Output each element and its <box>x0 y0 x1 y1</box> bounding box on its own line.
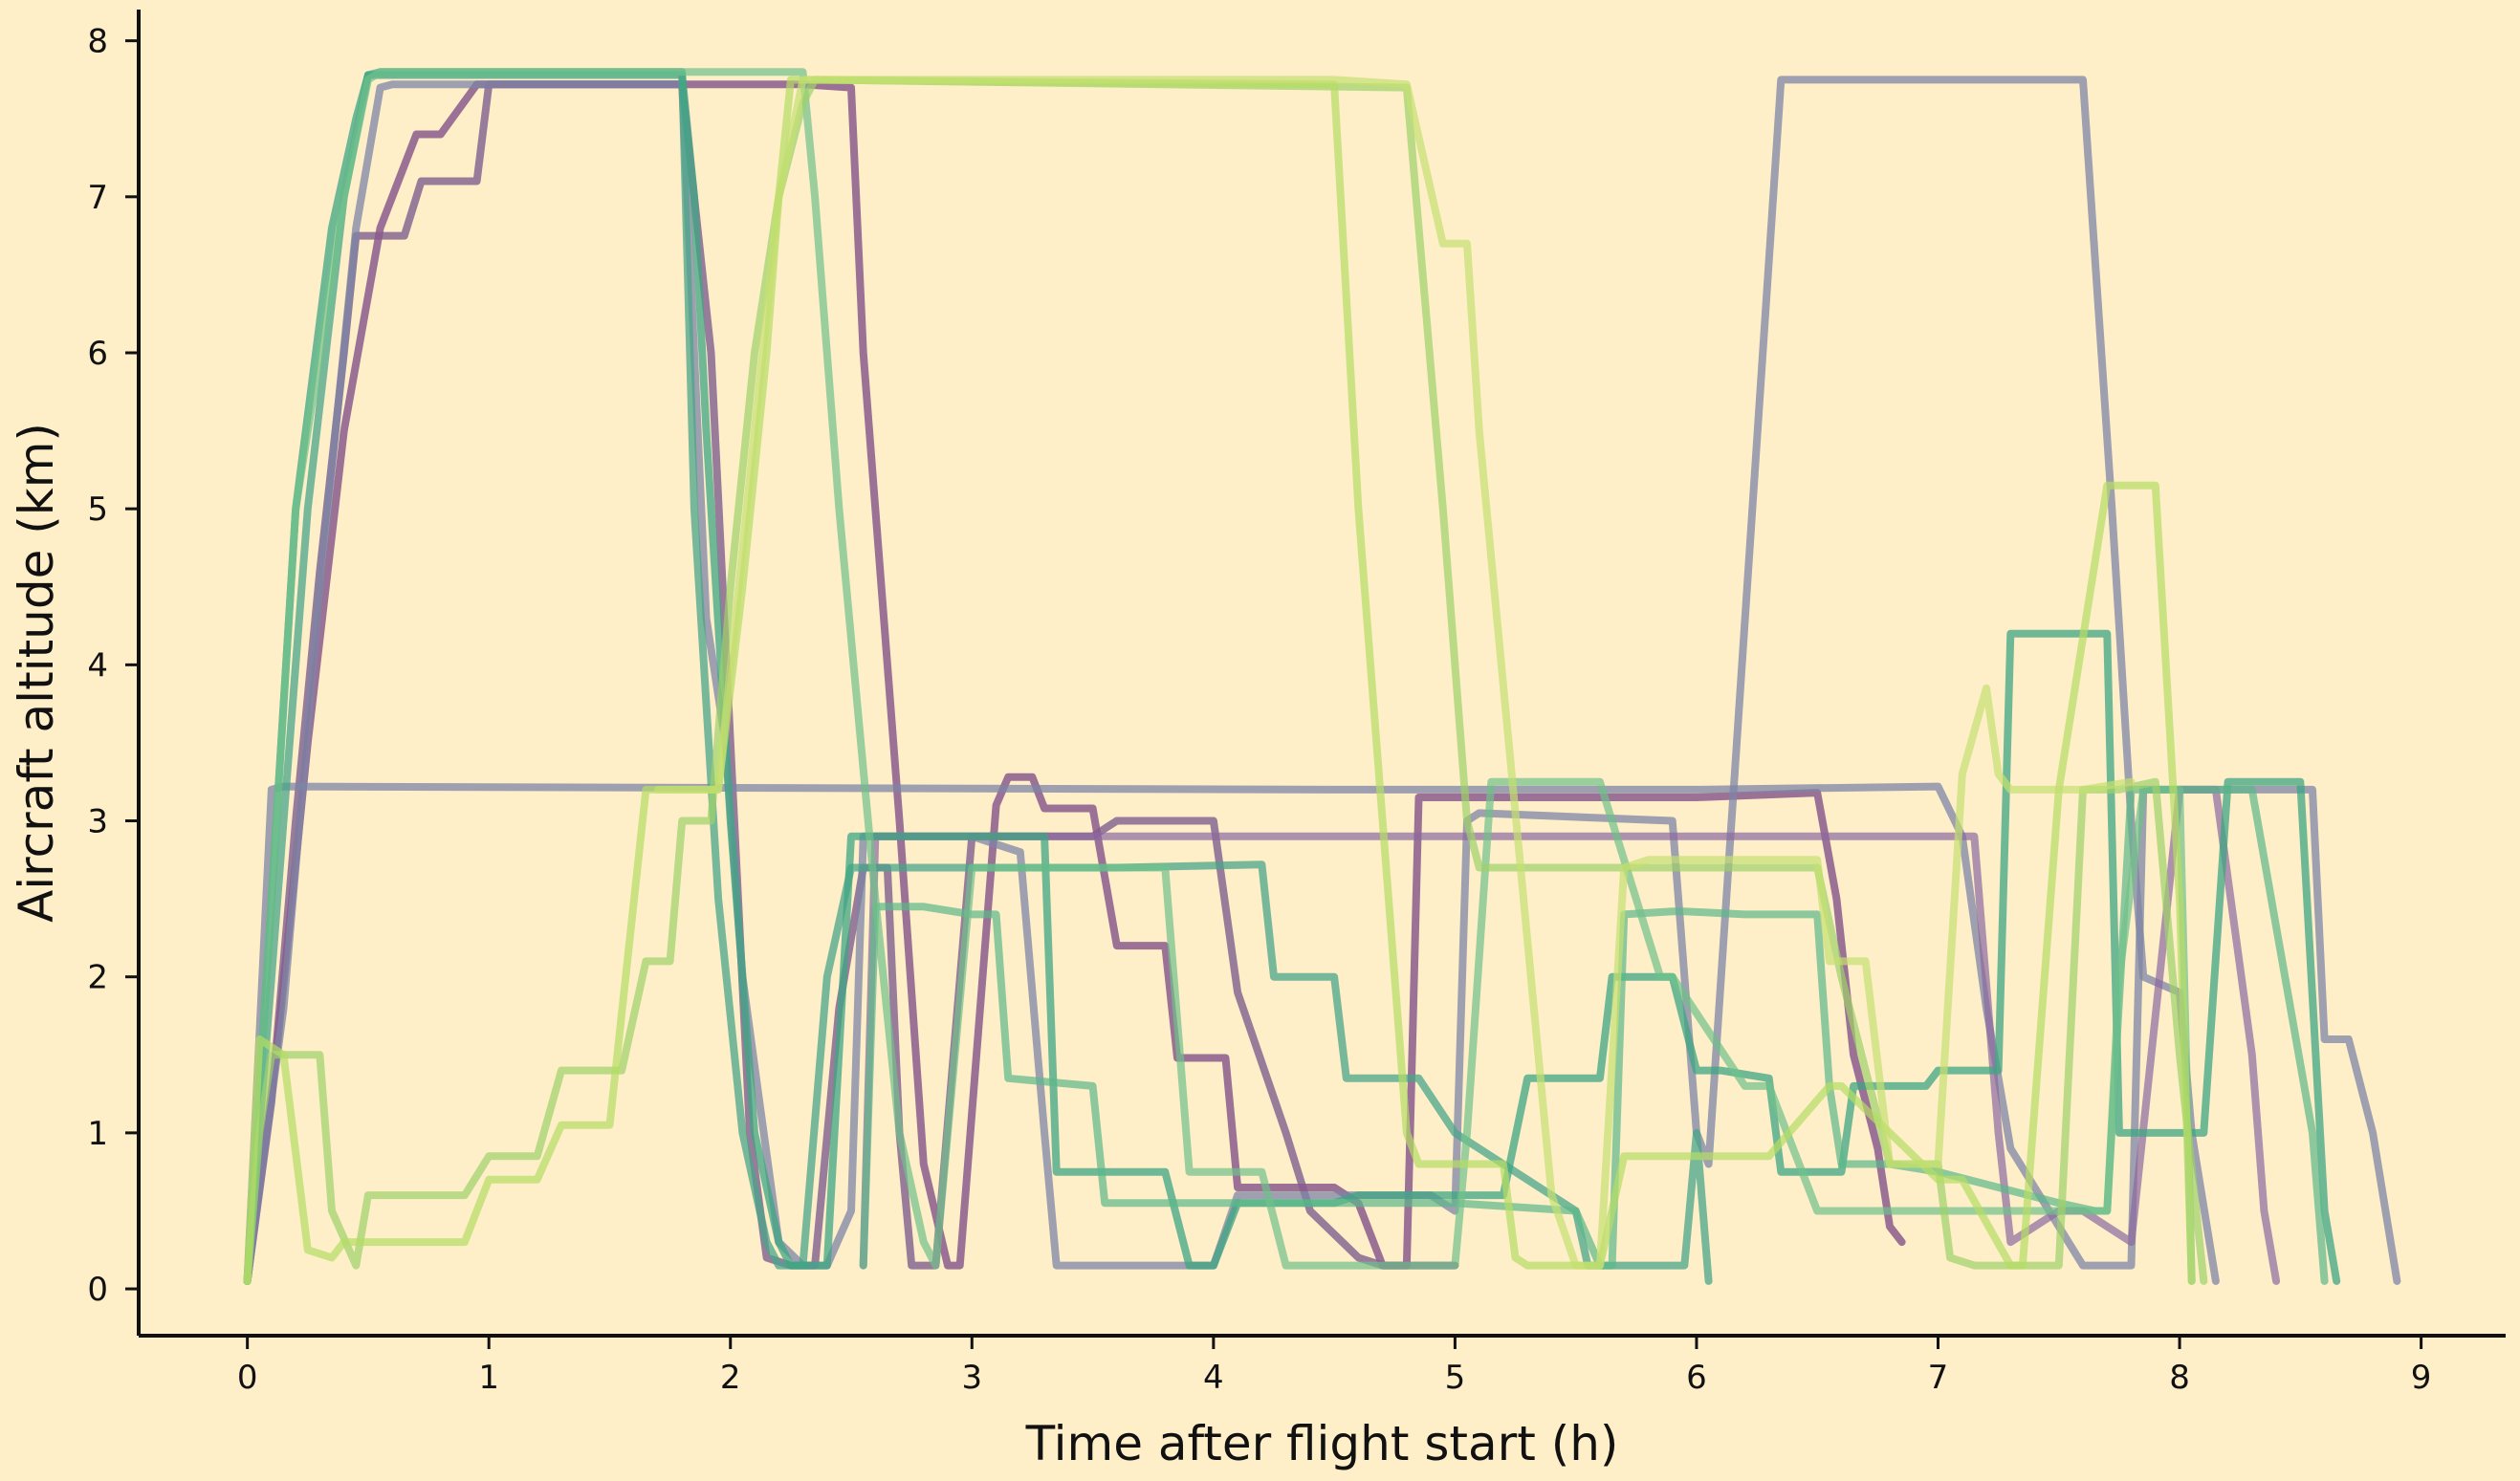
series-layer <box>243 68 2401 1285</box>
x-tick-label: 1 <box>478 1359 499 1397</box>
flight-altitude-line-4 <box>243 782 2401 1285</box>
x-tick-label: 7 <box>1928 1359 1949 1397</box>
y-tick-label: 0 <box>87 1271 108 1309</box>
y-axis-ticks: 0 1 2 3 4 5 6 7 8 <box>87 23 139 1309</box>
y-tick-label: 1 <box>87 1115 108 1153</box>
y-tick-label: 3 <box>87 803 108 841</box>
y-tick-label: 4 <box>87 646 108 685</box>
flight-altitude-line-9 <box>243 68 2196 1285</box>
flight-altitude-line-7 <box>243 71 2341 1285</box>
x-tick-label: 9 <box>2411 1359 2432 1397</box>
x-tick-label: 3 <box>961 1359 982 1397</box>
y-tick-label: 2 <box>87 959 108 997</box>
y-tick-label: 8 <box>87 23 108 61</box>
y-axis-title: Aircraft altitude (km) <box>9 423 64 923</box>
x-tick-label: 4 <box>1203 1359 1224 1397</box>
x-tick-label: 6 <box>1686 1359 1707 1397</box>
flight-altitude-line-12 <box>654 76 2136 1270</box>
flight-altitude-line-6 <box>243 68 1713 1285</box>
flight-altitude-line-2 <box>243 80 1906 1285</box>
x-tick-label: 8 <box>2169 1359 2190 1397</box>
y-tick-label: 5 <box>87 490 108 529</box>
x-axis-ticks: 0 1 2 3 4 5 6 7 8 9 <box>237 1336 2432 1397</box>
flight-altitude-line-3 <box>243 76 2220 1285</box>
y-tick-label: 7 <box>87 179 108 217</box>
x-tick-label: 0 <box>237 1359 258 1397</box>
x-tick-label: 5 <box>1445 1359 1466 1397</box>
y-tick-label: 6 <box>87 335 108 373</box>
flight-altitude-line-11 <box>243 76 2196 1285</box>
flight-altitude-line-10 <box>243 76 2208 1285</box>
x-axis-title: Time after flight start (h) <box>1025 1416 1619 1471</box>
x-tick-label: 2 <box>720 1359 741 1397</box>
